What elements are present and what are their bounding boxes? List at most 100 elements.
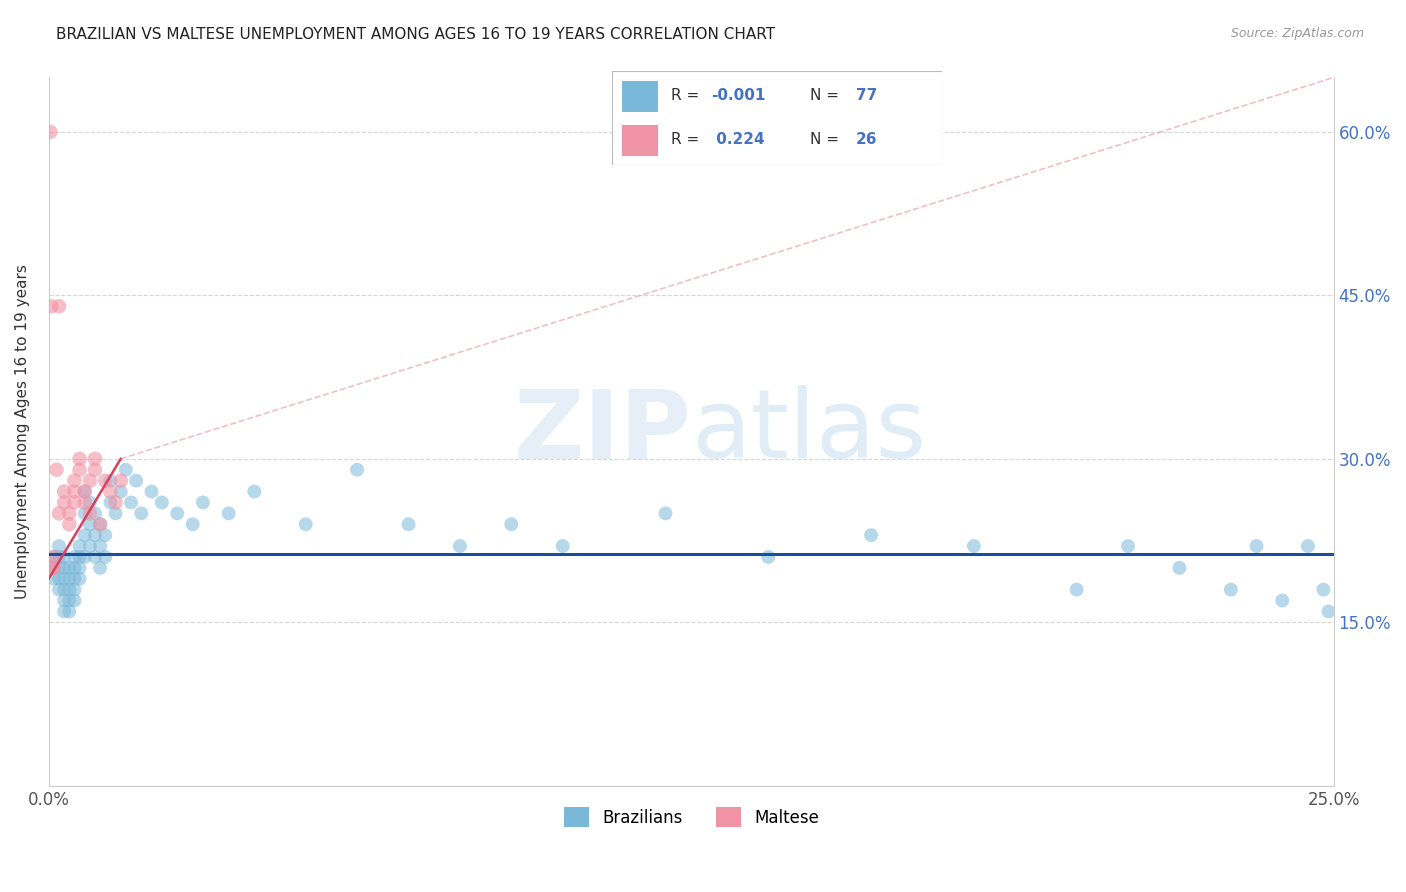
Point: [48, 582, 70, 597]
Point: [42, 549, 65, 564]
Text: ZIP: ZIP: [513, 385, 692, 478]
Point: [53, 495, 76, 509]
Point: [53, 549, 76, 564]
Point: [84, 549, 107, 564]
Text: N =: N =: [810, 88, 844, 103]
Point: [84, 451, 107, 466]
Point: [45, 463, 67, 477]
Point: [69, 572, 91, 586]
Point: [115, 463, 138, 477]
Point: [42, 561, 65, 575]
Point: [84, 528, 107, 542]
Point: [73, 528, 96, 542]
Point: [84, 463, 107, 477]
Point: [1246, 539, 1268, 553]
Point: [756, 549, 779, 564]
Point: [48, 299, 70, 313]
Point: [104, 495, 127, 509]
Point: [53, 484, 76, 499]
Point: [58, 604, 80, 618]
Point: [63, 474, 86, 488]
Point: [73, 549, 96, 564]
Point: [166, 506, 188, 520]
Point: [79, 517, 101, 532]
Point: [84, 506, 107, 520]
Point: [58, 593, 80, 607]
Point: [120, 495, 142, 509]
Point: [42, 572, 65, 586]
Point: [1168, 561, 1191, 575]
Y-axis label: Unemployment Among Ages 16 to 19 years: Unemployment Among Ages 16 to 19 years: [15, 264, 30, 599]
Point: [243, 484, 266, 499]
Point: [69, 451, 91, 466]
Point: [1066, 582, 1088, 597]
Point: [963, 539, 986, 553]
Point: [89, 517, 111, 532]
Text: 0.224: 0.224: [710, 132, 765, 147]
Point: [53, 572, 76, 586]
Point: [141, 484, 163, 499]
Point: [89, 539, 111, 553]
Point: [181, 517, 204, 532]
Point: [48, 561, 70, 575]
Point: [48, 549, 70, 564]
Point: [42, 561, 65, 575]
Point: [53, 604, 76, 618]
Point: [73, 506, 96, 520]
Point: [1116, 539, 1139, 553]
Point: [63, 549, 86, 564]
Point: [110, 474, 132, 488]
Point: [58, 561, 80, 575]
FancyBboxPatch shape: [612, 71, 942, 165]
Text: 26: 26: [856, 132, 877, 147]
Point: [69, 561, 91, 575]
Point: [346, 463, 368, 477]
Point: [63, 593, 86, 607]
Text: -0.001: -0.001: [710, 88, 765, 103]
Point: [79, 506, 101, 520]
Point: [73, 495, 96, 509]
Point: [79, 539, 101, 553]
Point: [41, 561, 63, 575]
Point: [150, 495, 173, 509]
Point: [551, 539, 574, 553]
Point: [860, 528, 883, 542]
Text: 77: 77: [856, 88, 877, 103]
Point: [110, 484, 132, 499]
Point: [79, 495, 101, 509]
Point: [63, 561, 86, 575]
Point: [58, 572, 80, 586]
Point: [69, 549, 91, 564]
Point: [48, 506, 70, 520]
Point: [73, 484, 96, 499]
Point: [100, 495, 122, 509]
Point: [48, 572, 70, 586]
Point: [41, 299, 63, 313]
Point: [129, 506, 152, 520]
Point: [73, 484, 96, 499]
Point: [449, 539, 471, 553]
Point: [63, 582, 86, 597]
Point: [58, 582, 80, 597]
Point: [1317, 604, 1340, 618]
Point: [48, 539, 70, 553]
Point: [39, 125, 62, 139]
Text: R =: R =: [671, 132, 704, 147]
Point: [63, 484, 86, 499]
Point: [1271, 593, 1294, 607]
FancyBboxPatch shape: [621, 125, 658, 156]
Point: [294, 517, 316, 532]
Point: [63, 495, 86, 509]
Point: [501, 517, 523, 532]
Point: [69, 463, 91, 477]
Point: [1219, 582, 1241, 597]
Text: atlas: atlas: [692, 385, 927, 478]
FancyBboxPatch shape: [621, 81, 658, 112]
Point: [1296, 539, 1319, 553]
Point: [94, 474, 117, 488]
Point: [94, 528, 117, 542]
Text: N =: N =: [810, 132, 844, 147]
Point: [104, 506, 127, 520]
Point: [58, 517, 80, 532]
Point: [100, 484, 122, 499]
